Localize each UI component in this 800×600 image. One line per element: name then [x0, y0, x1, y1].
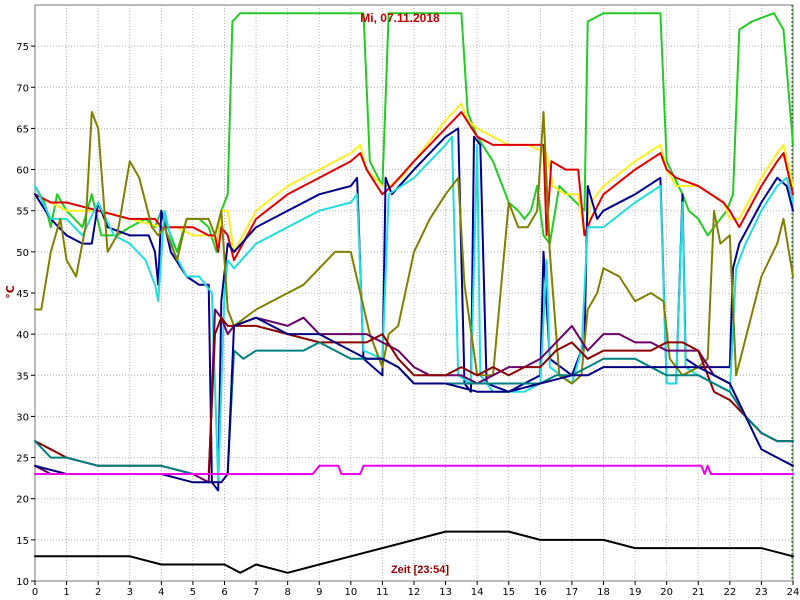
x-tick-label: 21	[692, 587, 705, 598]
x-tick-label: 3	[127, 587, 133, 598]
y-tick-label: 65	[16, 124, 29, 135]
x-tick-label: 9	[316, 587, 322, 598]
x-tick-label: 12	[408, 587, 421, 598]
series-group	[34, 12, 794, 574]
x-tick-label: 24	[787, 587, 800, 598]
x-tick-label: 4	[158, 587, 164, 598]
y-tick-label: 10	[16, 577, 29, 588]
x-tick-label: 23	[755, 587, 768, 598]
x-tick-label: 22	[723, 587, 736, 598]
y-tick-label: 45	[16, 289, 29, 300]
y-tick-label: 25	[16, 454, 29, 465]
x-tick-label: 0	[32, 587, 38, 598]
grid	[34, 5, 794, 582]
series-line-2	[34, 102, 794, 253]
series-line-3	[34, 111, 794, 262]
x-tick-label: 14	[471, 587, 484, 598]
x-tick-label: 17	[566, 587, 579, 598]
axes: 0 1 2 3 4 5 6 7 8 9 10 11 12 13 14 15 16 17 18 19 20 21 22 23 24…	[16, 4, 800, 598]
y-tick-label: 20	[16, 495, 29, 506]
series-line-12	[34, 530, 794, 574]
series-line-8	[34, 316, 794, 475]
x-tick-label: 10	[344, 587, 357, 598]
y-tick-label: 60	[16, 166, 29, 177]
x-tick-label: 5	[190, 587, 196, 598]
x-tick-label: 20	[660, 587, 673, 598]
x-tick-label: 15	[502, 587, 515, 598]
y-tick-label: 50	[16, 248, 29, 259]
y-tick-label: 75	[16, 42, 29, 53]
x-tick-label: 8	[284, 587, 290, 598]
y-axis-label: °C	[4, 285, 17, 299]
x-tick-label: 18	[597, 587, 610, 598]
x-tick-label: 7	[253, 587, 259, 598]
chart-title: Mi, 07.11.2018	[360, 11, 440, 25]
series-line-10	[34, 316, 794, 484]
x-tick-label: 11	[376, 587, 389, 598]
y-tick-label: 35	[16, 371, 29, 382]
x-tick-label: 19	[629, 587, 642, 598]
y-tick-label: 55	[16, 207, 29, 218]
x-tick-label: 16	[534, 587, 547, 598]
x-tick-label: 13	[439, 587, 452, 598]
y-tick-label: 70	[16, 83, 29, 94]
y-tick-label: 30	[16, 412, 29, 423]
y-tick-label: 15	[16, 536, 29, 547]
x-tick-label: 6	[221, 587, 227, 598]
series-line-5	[34, 135, 794, 484]
series-line-6	[34, 111, 794, 385]
series-line-11	[34, 464, 794, 475]
x-axis-label: Zeit [23:54]	[391, 564, 449, 576]
x-tick-label: 2	[95, 587, 101, 598]
y-tick-label: 40	[16, 330, 29, 341]
x-tick-label: 1	[63, 587, 69, 598]
